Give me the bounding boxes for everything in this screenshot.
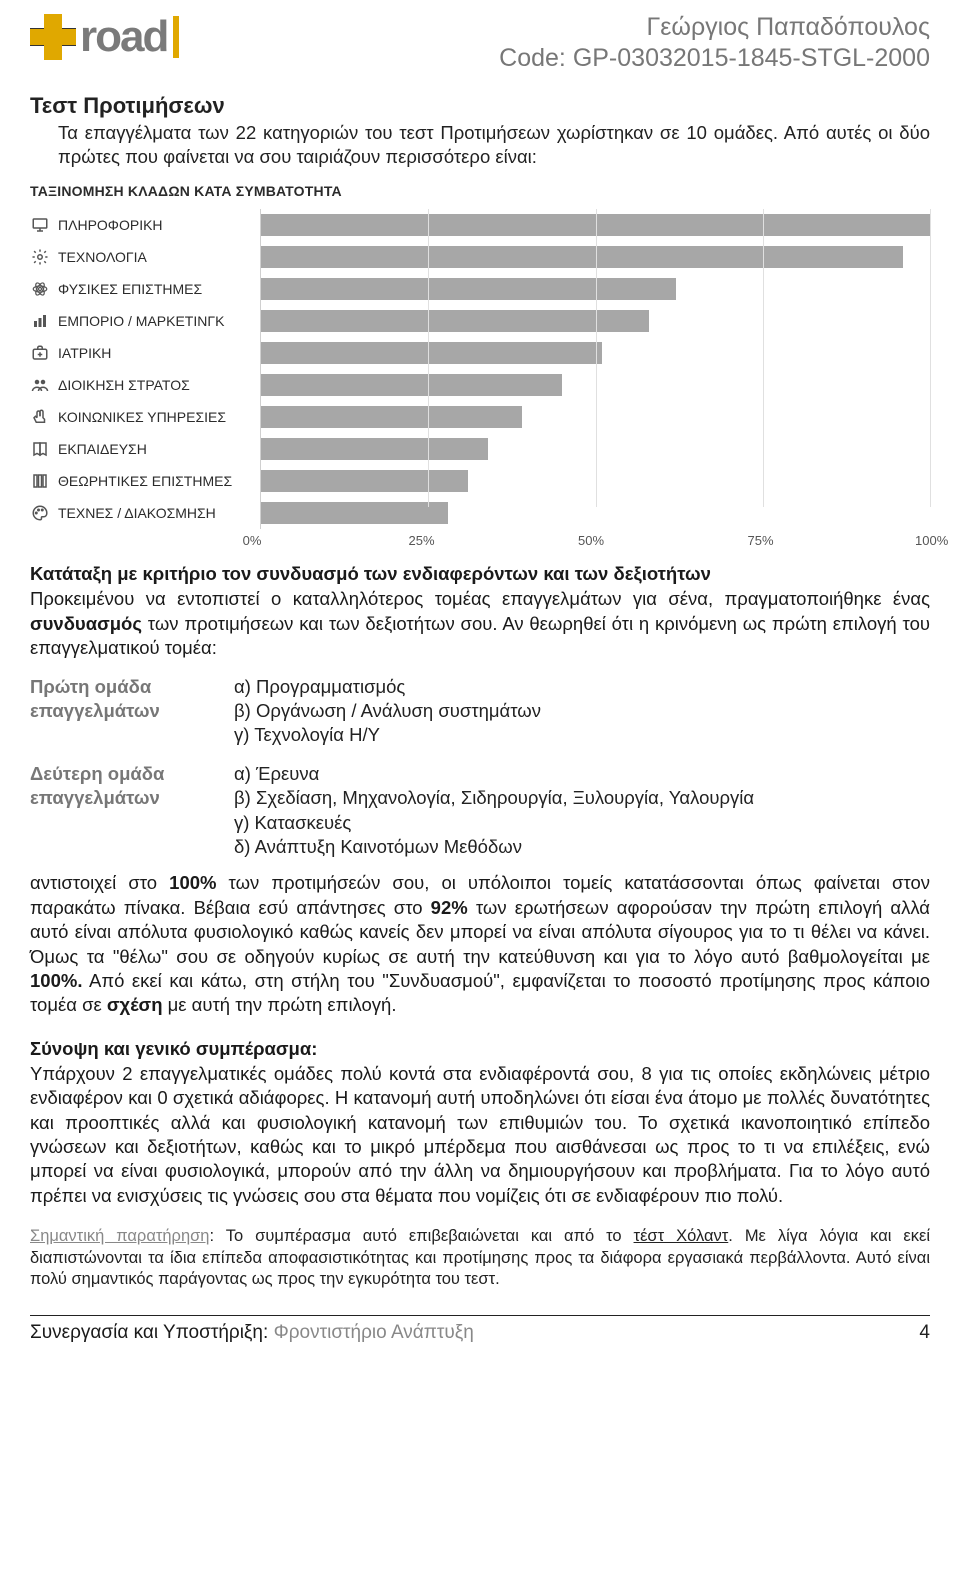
- compatibility-chart: ΤΑΞΙΝΟΜΗΣΗ ΚΛΑΔΩΝ ΚΑΤΑ ΣΥΜΒΑΤΟΤΗΤΑ ΠΛΗΡΟ…: [30, 183, 930, 551]
- gear-icon: [30, 247, 50, 267]
- books-icon: [30, 439, 50, 459]
- logo-accent-bar: [173, 16, 179, 58]
- palette-icon: [30, 503, 50, 523]
- medkit-icon: [30, 343, 50, 363]
- chart-category-label: ΙΑΤΡΙΚΗ: [58, 345, 111, 361]
- chart-axis-tick: 0%: [237, 533, 267, 548]
- note-lead: Σημαντική παρατήρηση: [30, 1227, 209, 1245]
- chart-label-row: ΘΕΩΡΗΤΙΚΕΣ ΕΠΙΣΤΗΜΕΣ: [30, 465, 260, 497]
- after-groups-paragraph: αντιστοιχεί στο 100% των προτιμήσεών σου…: [30, 871, 930, 1017]
- group-item: β) Σχεδίαση, Μηχανολογία, Σιδηρουργία, Ξ…: [234, 786, 930, 810]
- chart-label-row: ΠΛΗΡΟΦΟΡΙΚΗ: [30, 209, 260, 241]
- logo: road: [30, 12, 179, 62]
- logo-plus-icon: [30, 14, 76, 60]
- group-item: γ) Τεχνολογία Η/Υ: [234, 723, 930, 747]
- chart-label-row: ΔΙΟΙΚΗΣΗ ΣΤΡΑΤΟΣ: [30, 369, 260, 401]
- chart-bar: [261, 342, 602, 364]
- summary-heading: Σύνοψη και γενικό συμπέρασμα:: [30, 1038, 930, 1060]
- chart-category-label: ΠΛΗΡΟΦΟΡΙΚΗ: [58, 217, 163, 233]
- summary-body: Υπάρχουν 2 επαγγελματικές ομάδες πολύ κο…: [30, 1062, 930, 1208]
- group-1-items: α) Προγραμματισμόςβ) Οργάνωση / Ανάλυση …: [234, 675, 930, 748]
- group-2-label: Δεύτερη ομάδα επαγγελμάτων: [30, 762, 210, 860]
- chart-axis-tick: 100%: [915, 533, 945, 548]
- group-2-items: α) Έρευναβ) Σχεδίαση, Μηχανολογία, Σιδηρ…: [234, 762, 930, 860]
- chart-bars-area: [260, 209, 930, 529]
- chart-label-row: ΕΚΠΑΙΔΕΥΣΗ: [30, 433, 260, 465]
- chart-category-label: ΕΜΠΟΡΙΟ / ΜΑΡΚΕΤΙΝΓΚ: [58, 313, 224, 329]
- chart-category-label: ΚΟΙΝΩΝΙΚΕΣ ΥΠΗΡΕΣΙΕΣ: [58, 409, 226, 425]
- chart-bar: [261, 246, 903, 268]
- chart-category-label: ΦΥΣΙΚΕΣ ΕΠΙΣΤΗΜΕΣ: [58, 281, 202, 297]
- chart-label-row: ΕΜΠΟΡΙΟ / ΜΑΡΚΕΤΙΝΓΚ: [30, 305, 260, 337]
- group-item: α) Προγραμματισμός: [234, 675, 930, 699]
- group-1-label: Πρώτη ομάδα επαγγελμάτων: [30, 675, 210, 748]
- chart-label-row: ΦΥΣΙΚΕΣ ΕΠΙΣΤΗΜΕΣ: [30, 273, 260, 305]
- group-item: δ) Ανάπτυξη Καινοτόμων Μεθόδων: [234, 835, 930, 859]
- barchart-icon: [30, 311, 50, 331]
- ranking-heading: Κατάταξη με κριτήριο τον συνδυασμό των ε…: [30, 563, 930, 585]
- chart-category-label: ΔΙΟΙΚΗΣΗ ΣΤΡΑΤΟΣ: [58, 377, 190, 393]
- page-number: 4: [919, 1322, 930, 1344]
- profession-group-2: Δεύτερη ομάδα επαγγελμάτων α) Έρευναβ) Σ…: [30, 762, 930, 860]
- chart-bar: [261, 502, 448, 524]
- chart-bar: [261, 438, 488, 460]
- footer-collab: Συνεργασία και Υποστήριξη: Φροντιστήριο …: [30, 1322, 474, 1344]
- chart-axis-tick: 50%: [576, 533, 606, 548]
- important-note: Σημαντική παρατήρηση: Το συμπέρασμα αυτό…: [30, 1226, 930, 1290]
- chart-bar: [261, 310, 649, 332]
- hands-icon: [30, 407, 50, 427]
- chart-bar: [261, 406, 522, 428]
- chart-label-row: ΙΑΤΡΙΚΗ: [30, 337, 260, 369]
- chart-label-row: ΚΟΙΝΩΝΙΚΕΣ ΥΠΗΡΕΣΙΕΣ: [30, 401, 260, 433]
- chart-title: ΤΑΞΙΝΟΜΗΣΗ ΚΛΑΔΩΝ ΚΑΤΑ ΣΥΜΒΑΤΟΤΗΤΑ: [30, 183, 930, 199]
- page-footer: Συνεργασία και Υποστήριξη: Φροντιστήριο …: [30, 1316, 930, 1344]
- chart-axis-tick: 25%: [407, 533, 437, 548]
- page-header: road Γεώργιος Παπαδόπουλος Code: GP-0303…: [30, 12, 930, 75]
- chart-bar: [261, 470, 468, 492]
- chart-category-label: ΕΚΠΑΙΔΕΥΣΗ: [58, 441, 147, 457]
- chart-category-label: ΤΕΧΝΟΛΟΓΙΑ: [58, 249, 147, 265]
- monitor-icon: [30, 215, 50, 235]
- chart-category-label: ΘΕΩΡΗΤΙΚΕΣ ΕΠΙΣΤΗΜΕΣ: [58, 473, 232, 489]
- people-icon: [30, 375, 50, 395]
- chart-category-label: ΤΕΧΝΕΣ / ΔΙΑΚΟΣΜΗΣΗ: [58, 505, 216, 521]
- header-info: Γεώργιος Παπαδόπουλος Code: GP-03032015-…: [499, 12, 930, 75]
- group-item: γ) Κατασκευές: [234, 811, 930, 835]
- atom-icon: [30, 279, 50, 299]
- logo-text: road: [80, 12, 167, 62]
- chart-x-axis: 0%25%50%75%100%: [252, 533, 930, 551]
- intro-paragraph: Τα επαγγέλματα των 22 κατηγοριών του τεσ…: [58, 121, 930, 170]
- section-title: Τεστ Προτιμήσεων: [30, 93, 930, 119]
- candidate-code: Code: GP-03032015-1845-STGL-2000: [499, 43, 930, 74]
- chart-label-row: ΤΕΧΝΕΣ / ΔΙΑΚΟΣΜΗΣΗ: [30, 497, 260, 529]
- ranking-body: Προκειμένου να εντοπιστεί ο καταλληλότερ…: [30, 587, 930, 660]
- chart-axis-tick: 75%: [746, 533, 776, 548]
- chart-label-row: ΤΕΧΝΟΛΟΓΙΑ: [30, 241, 260, 273]
- candidate-name: Γεώργιος Παπαδόπουλος: [499, 12, 930, 43]
- profession-group-1: Πρώτη ομάδα επαγγελμάτων α) Προγραμματισ…: [30, 675, 930, 748]
- chart-bar: [261, 374, 562, 396]
- chart-labels-column: ΠΛΗΡΟΦΟΡΙΚΗ ΤΕΧΝΟΛΟΓΙΑ ΦΥΣΙΚΕΣ ΕΠΙΣΤΗΜΕΣ ΕΜ…: [30, 209, 260, 529]
- group-item: α) Έρευνα: [234, 762, 930, 786]
- group-item: β) Οργάνωση / Ανάλυση συστημάτων: [234, 699, 930, 723]
- library-icon: [30, 471, 50, 491]
- chart-bar: [261, 278, 676, 300]
